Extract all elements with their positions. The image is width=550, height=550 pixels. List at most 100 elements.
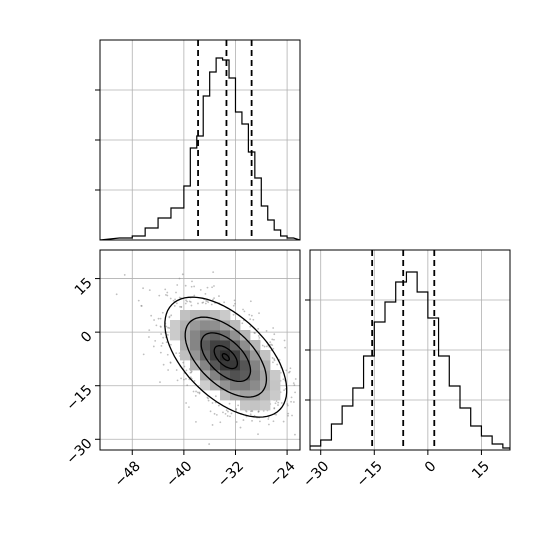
joint-scatter-point (150, 314, 153, 317)
joint-scatter-point (159, 381, 161, 384)
joint-density-cell (220, 350, 231, 361)
joint-scatter-point (204, 302, 207, 305)
joint-scatter-point (274, 402, 277, 405)
joint-scatter-point (168, 327, 171, 329)
hist-right-x-tick-label: −30 (300, 458, 332, 490)
joint-scatter-point (252, 318, 255, 321)
joint-scatter-point (183, 365, 186, 368)
joint-scatter-point (178, 296, 181, 299)
joint-scatter-point (195, 390, 197, 393)
joint-scatter-point (205, 300, 207, 302)
joint-scatter-point (277, 401, 280, 404)
joint-frame (99, 249, 301, 451)
joint-scatter-point (282, 420, 285, 423)
joint-scatter-point (284, 346, 287, 349)
joint-scatter-point (293, 384, 296, 386)
joint-scatter-point (161, 342, 164, 345)
hist-top-quantiles (197, 40, 253, 240)
joint-scatter-point (204, 292, 207, 295)
joint-scatter-point (234, 302, 236, 305)
joint-contour-line (200, 332, 252, 383)
joint-scatter-point (226, 415, 229, 417)
joint-scatter-point (165, 341, 168, 344)
joint-scatter-point (211, 402, 214, 404)
joint-scatter-point (180, 305, 183, 308)
joint-scatter-point (287, 414, 289, 417)
joint-scatter-point (277, 404, 279, 406)
joint-density-cell (210, 370, 221, 381)
joint-density-cell (220, 370, 231, 381)
joint-scatter-point (290, 453, 292, 455)
joint-scatter-point (225, 409, 228, 412)
joint-scatter-point (257, 433, 259, 436)
joint-scatter-point (188, 300, 191, 303)
joint-scatter-point (159, 351, 162, 354)
joint-scatter-point (242, 308, 244, 311)
joint-density-cell (210, 320, 221, 331)
joint-density-cell (230, 330, 241, 341)
joint-scatter-point (165, 293, 167, 296)
hist-right-panel: −30 −15 0 15 (300, 249, 511, 491)
joint-scatter-point (186, 384, 189, 387)
joint-scatter-point (175, 352, 178, 355)
joint-density-cell (260, 360, 271, 371)
joint-scatter-point (155, 324, 158, 327)
joint-scatter-point (243, 310, 246, 313)
joint-density-cell (210, 360, 221, 371)
joint-density-cell (220, 310, 231, 321)
joint-scatter-point (152, 345, 155, 348)
joint-scatter-point (176, 379, 179, 382)
joint-scatter-point (168, 315, 171, 318)
joint-scatter-point (286, 403, 289, 405)
joint-scatter-point (258, 312, 260, 315)
joint-scatter-point (258, 336, 261, 339)
joint-scatter-point (174, 298, 176, 301)
joint-scatter-point (166, 294, 169, 297)
joint-scatter-point (196, 391, 199, 394)
joint-scatter-point (241, 322, 244, 325)
joint-density-cell (250, 370, 261, 381)
joint-scatter-point (186, 300, 188, 303)
joint-x-tick-label: −32 (215, 458, 247, 490)
joint-scatter-point (282, 378, 285, 381)
joint-scatter-point (249, 300, 252, 303)
hist-right-bars (310, 271, 510, 450)
joint-scatter-point (249, 413, 252, 416)
joint-scatter-point (184, 284, 187, 287)
joint-scatter-point (257, 410, 260, 413)
joint-scatter-point (305, 407, 307, 409)
joint-scatter-point (218, 295, 220, 297)
joint-scatter-point (115, 293, 118, 296)
hist-right-quantiles (371, 250, 436, 450)
joint-density-cell (260, 350, 271, 361)
joint-scatter-point (214, 395, 217, 398)
joint-scatter-point (184, 302, 187, 305)
joint-scatter-point (242, 419, 245, 421)
joint-scatter-point (148, 336, 150, 338)
joint-scatter-point (154, 339, 157, 342)
joint-scatter-point (273, 407, 276, 410)
hist-right-step-line (310, 271, 510, 450)
joint-density-cell (200, 340, 211, 351)
joint-density-cell (270, 380, 281, 391)
joint-scatter-point (283, 339, 286, 342)
joint-scatter-point (123, 274, 126, 276)
joint-density-cell (240, 370, 251, 381)
joint-scatter-point (248, 313, 251, 316)
joint-scatter-point (172, 299, 175, 302)
joint-density-cell (240, 330, 251, 341)
joint-scatter-point (190, 285, 193, 288)
joint-contours (164, 296, 288, 418)
joint-scatter-point (159, 325, 162, 328)
joint-scatter-point (263, 345, 266, 348)
joint-scatter-point (206, 286, 209, 289)
joint-scatter-point (237, 404, 240, 407)
joint-density-cell (210, 310, 221, 321)
joint-scatter-point (301, 369, 303, 371)
joint-scatter-point (272, 327, 275, 329)
joint-contour-line (213, 345, 239, 370)
joint-scatter-point (213, 285, 215, 287)
joint-x-tick-label: −24 (267, 458, 299, 490)
joint-scatter-point (215, 413, 218, 416)
joint-scatter-point (159, 317, 162, 320)
